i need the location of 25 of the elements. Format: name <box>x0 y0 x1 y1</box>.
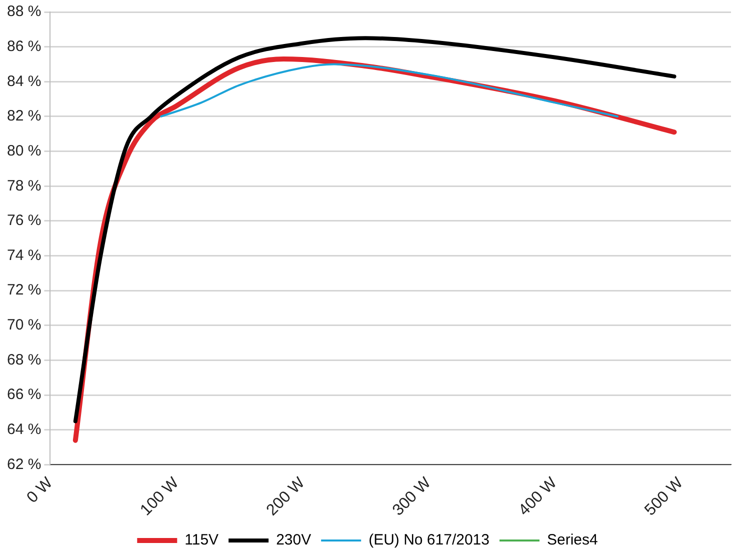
y-tick-label: 84 % <box>6 72 42 90</box>
y-tick-label: 76 % <box>6 212 42 230</box>
line-series <box>160 63 619 118</box>
x-tick-label: 500 W <box>642 474 688 520</box>
x-tick-label: 200 W <box>264 474 309 520</box>
y-tick-label: 88 % <box>6 3 42 20</box>
y-tick-label: 72 % <box>6 282 42 299</box>
y-tick-label: 64 % <box>6 421 42 438</box>
x-tick-label: 100 W <box>137 474 183 520</box>
x-tick-label: 300 W <box>390 474 435 520</box>
y-tick-label: 78 % <box>6 177 42 194</box>
legend-label: Series4 <box>546 532 598 549</box>
y-tick-label: 68 % <box>6 351 42 368</box>
x-tick-label: 0 W <box>24 474 57 507</box>
legend-label: 115V <box>184 532 219 549</box>
legend-label: 230V <box>276 532 312 549</box>
x-tick-label: 400 W <box>516 474 562 520</box>
y-tick-label: 70 % <box>6 316 42 334</box>
legend-label: (EU) No 617/2013 <box>368 532 490 549</box>
y-tick-label: 86 % <box>6 38 42 55</box>
y-tick-label: 66 % <box>6 386 42 404</box>
y-tick-label: 82 % <box>6 108 42 125</box>
y-tick-label: 74 % <box>6 246 42 264</box>
y-tick-label: 80 % <box>6 142 42 160</box>
y-tick-label: 62 % <box>6 456 42 473</box>
